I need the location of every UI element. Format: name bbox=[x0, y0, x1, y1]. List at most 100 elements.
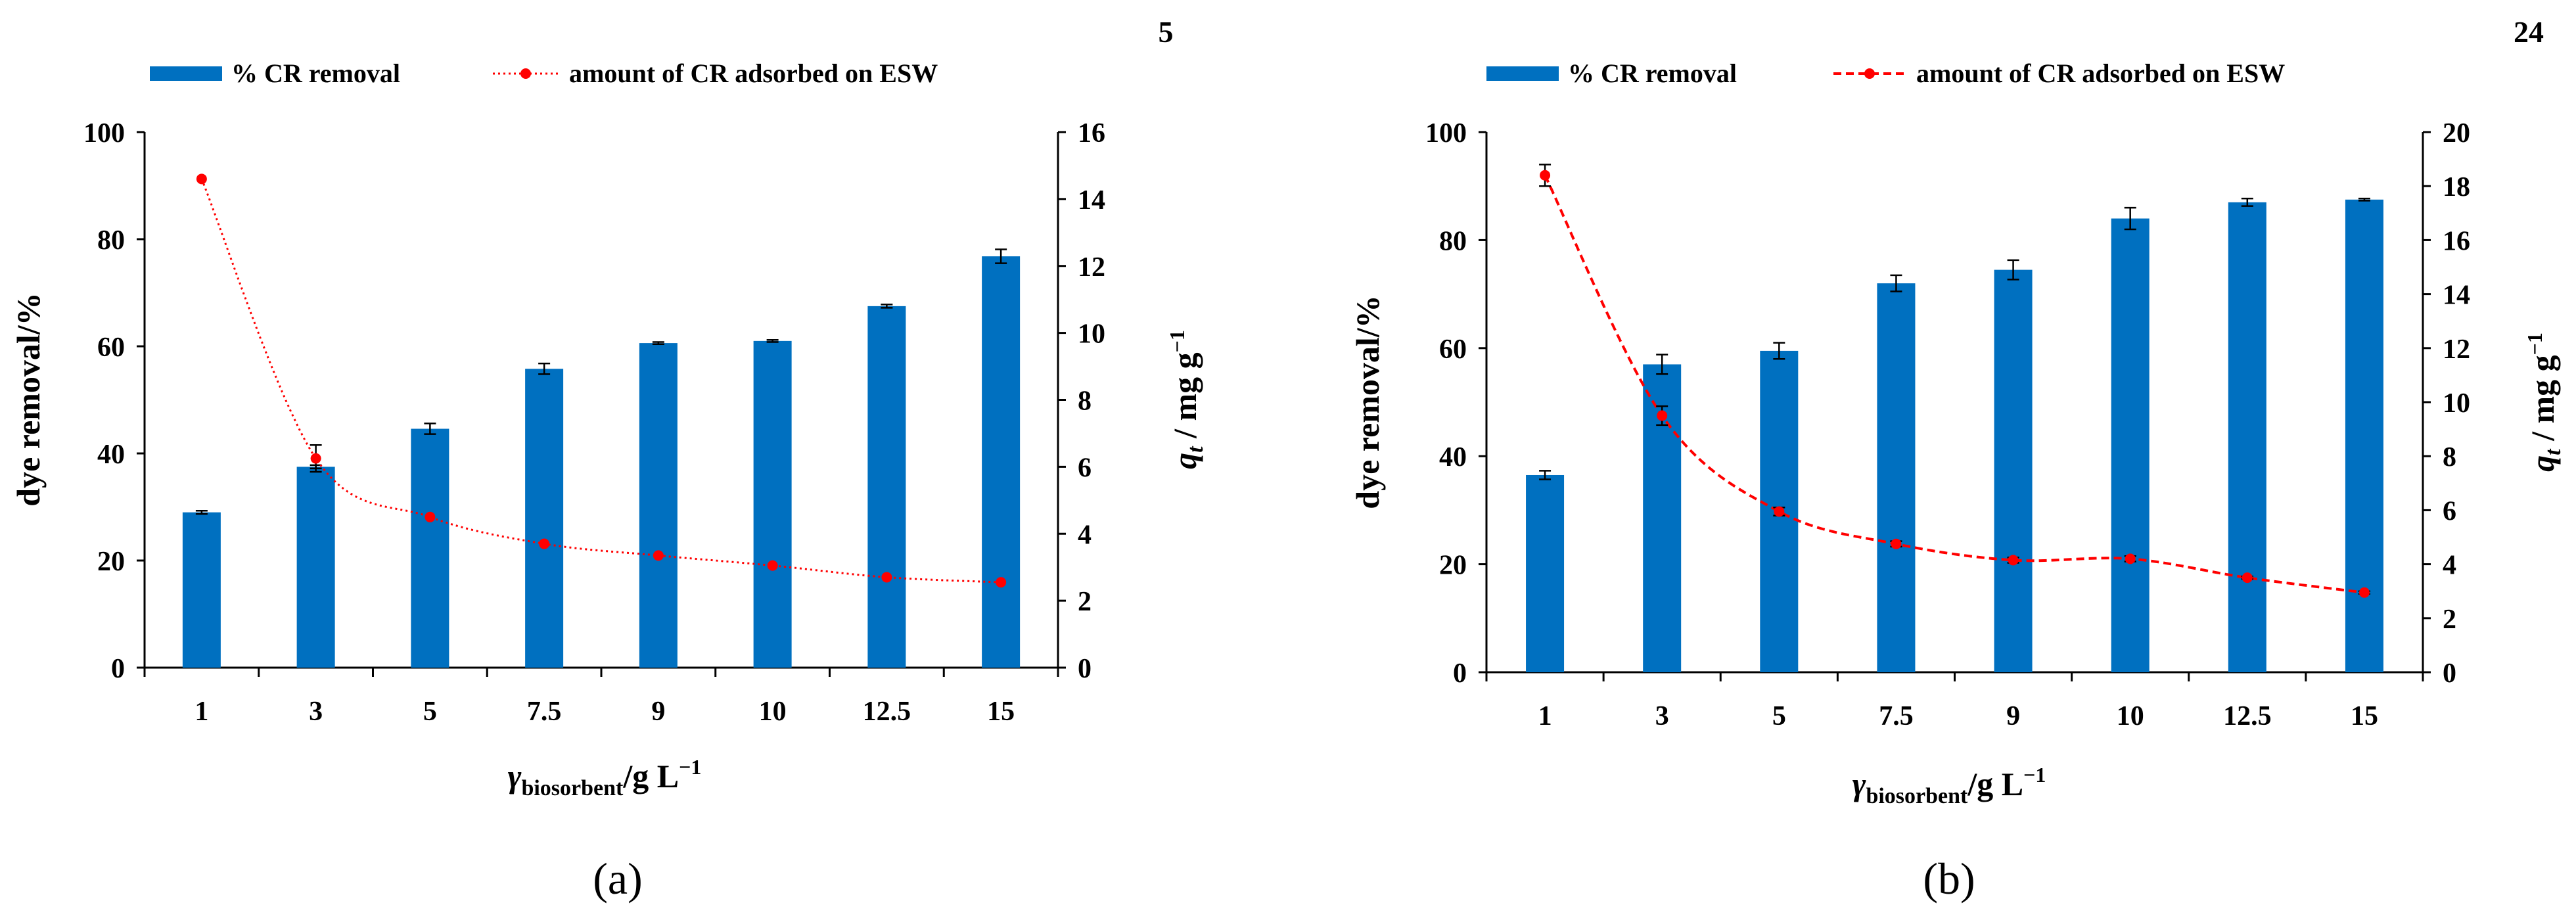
y-right-tick-label: 8 bbox=[1078, 386, 1092, 417]
y-right-tick-label: 20 bbox=[2443, 118, 2470, 149]
y-right-tick-label: 4 bbox=[1078, 520, 1092, 550]
line-series-b bbox=[1539, 164, 2370, 598]
legend-label-line-a: amount of CR adsorbed on ESW bbox=[569, 58, 938, 88]
corner-label-a: 5 bbox=[1159, 15, 1174, 49]
y-left-tick-label: 60 bbox=[1439, 334, 1467, 365]
y-left-tick-label: 0 bbox=[111, 654, 125, 684]
bar bbox=[1877, 283, 1916, 672]
bar bbox=[411, 428, 449, 668]
bar bbox=[753, 340, 792, 668]
y-right-ticks-a: 0 2 4 6 8 10 12 14 16 bbox=[1058, 118, 1105, 684]
y-right-label-sub-b: t bbox=[2541, 448, 2565, 455]
x-tick-label: 10 bbox=[759, 697, 787, 727]
legend-swatch-bars-a bbox=[150, 66, 222, 81]
chart-panel-b: % CR removal amount of CR adsorbed on ES… bbox=[1349, 15, 2565, 904]
legend-marker-line-a bbox=[520, 68, 531, 79]
y-left-tick-label: 20 bbox=[97, 547, 125, 577]
y-left-tick-label: 80 bbox=[1439, 226, 1467, 256]
bar bbox=[867, 306, 906, 668]
y-right-tick-label: 18 bbox=[2443, 172, 2470, 202]
line-point bbox=[653, 550, 664, 561]
x-tick-label: 3 bbox=[1655, 701, 1669, 731]
line-point bbox=[881, 572, 892, 583]
x-tick-label: 10 bbox=[2117, 701, 2144, 731]
bar bbox=[982, 256, 1021, 668]
y-left-label-a: dye removal/% bbox=[10, 292, 47, 506]
x-label-sub-a: biosorbent bbox=[521, 776, 624, 800]
x-ticks-b: 1 3 5 7.5 9 10 12.5 15 bbox=[1485, 672, 2424, 731]
caption-b: (b) bbox=[1923, 854, 1975, 904]
x-tick-label: 12.5 bbox=[2223, 701, 2272, 731]
y-right-tick-label: 16 bbox=[1078, 118, 1105, 149]
bar bbox=[1526, 474, 1565, 672]
y-right-tick-label: 14 bbox=[1078, 185, 1105, 216]
caption-a: (a) bbox=[593, 854, 642, 904]
y-right-label-sub-a: t bbox=[1184, 446, 1208, 453]
y-right-tick-label: 10 bbox=[2443, 388, 2470, 419]
y-left-tick-label: 80 bbox=[97, 225, 125, 256]
y-right-label-sup-a: −1 bbox=[1165, 330, 1189, 352]
bar bbox=[2111, 218, 2150, 672]
y-right-label-var-a: q bbox=[1166, 453, 1203, 469]
y-right-label-var-b: q bbox=[2524, 455, 2561, 472]
y-right-label-unit-a: / mg g bbox=[1166, 352, 1203, 446]
x-tick-label: 7.5 bbox=[527, 697, 562, 727]
line-point bbox=[539, 538, 550, 549]
y-left-tick-label: 40 bbox=[97, 440, 125, 470]
x-label-sup-b: −1 bbox=[2023, 763, 2046, 787]
line-point bbox=[2242, 572, 2253, 584]
x-tick-label: 9 bbox=[651, 697, 665, 727]
x-tick-label: 5 bbox=[423, 697, 437, 727]
line-point bbox=[2008, 555, 2019, 566]
y-left-tick-label: 100 bbox=[1425, 118, 1467, 149]
x-ticks-a: 1 3 5 7.5 9 10 12.5 15 bbox=[143, 668, 1059, 727]
line-point bbox=[996, 577, 1007, 588]
y-right-label-a: qt / mg g−1 bbox=[1165, 330, 1208, 469]
y-right-tick-label: 0 bbox=[1078, 654, 1092, 684]
line-series-a bbox=[196, 173, 1007, 588]
x-label-sub-b: biosorbent bbox=[1866, 784, 1968, 808]
line-point bbox=[196, 173, 207, 185]
chart-panel-a: % CR removal amount of CR adsorbed on ES… bbox=[10, 15, 1208, 904]
bar bbox=[296, 467, 335, 668]
x-label-main-b: γ bbox=[1852, 766, 1866, 802]
x-label-unit-b: /g L bbox=[1967, 766, 2023, 802]
y-right-tick-label: 4 bbox=[2443, 551, 2456, 581]
y-right-tick-label: 8 bbox=[2443, 442, 2456, 472]
legend-marker-line-b bbox=[1864, 68, 1875, 79]
bars-b bbox=[1526, 197, 2383, 672]
x-label-unit-a: /g L bbox=[622, 758, 679, 794]
x-tick-label: 15 bbox=[2351, 701, 2378, 731]
y-right-label-unit-b: / mg g bbox=[2524, 355, 2561, 449]
y-right-tick-label: 6 bbox=[2443, 496, 2456, 526]
y-left-ticks-a: 0 20 40 60 80 100 bbox=[83, 118, 145, 684]
y-right-label-sup-b: −1 bbox=[2523, 333, 2546, 355]
line-point bbox=[1540, 170, 1551, 181]
legend-label-bars-b: % CR removal bbox=[1568, 58, 1737, 88]
bar bbox=[639, 343, 678, 668]
y-left-tick-label: 60 bbox=[97, 333, 125, 363]
y-left-tick-label: 100 bbox=[83, 118, 125, 149]
y-right-tick-label: 14 bbox=[2443, 281, 2470, 311]
line-point bbox=[1657, 410, 1668, 421]
legend-b: % CR removal amount of CR adsorbed on ES… bbox=[1486, 58, 2285, 88]
y-right-tick-label: 6 bbox=[1078, 453, 1092, 483]
legend-label-line-b: amount of CR adsorbed on ESW bbox=[1916, 58, 2285, 88]
line-point bbox=[2125, 553, 2136, 564]
line-point bbox=[1891, 538, 1902, 549]
x-tick-label: 3 bbox=[309, 697, 323, 727]
y-left-tick-label: 40 bbox=[1439, 442, 1467, 472]
x-label-b: γbiosorbent/g L−1 bbox=[1852, 763, 2046, 808]
y-right-tick-label: 2 bbox=[2443, 605, 2456, 635]
bar bbox=[182, 512, 221, 668]
y-right-label-b: qt / mg g−1 bbox=[2523, 333, 2565, 472]
x-label-a: γbiosorbent/g L−1 bbox=[508, 755, 702, 800]
line-point bbox=[2358, 587, 2370, 598]
x-tick-label: 5 bbox=[1772, 701, 1786, 731]
x-tick-label: 7.5 bbox=[1879, 701, 1914, 731]
bar bbox=[2228, 202, 2266, 672]
legend-label-bars-a: % CR removal bbox=[231, 58, 400, 88]
y-left-tick-label: 20 bbox=[1439, 551, 1467, 581]
legend-swatch-bars-b bbox=[1486, 66, 1559, 81]
